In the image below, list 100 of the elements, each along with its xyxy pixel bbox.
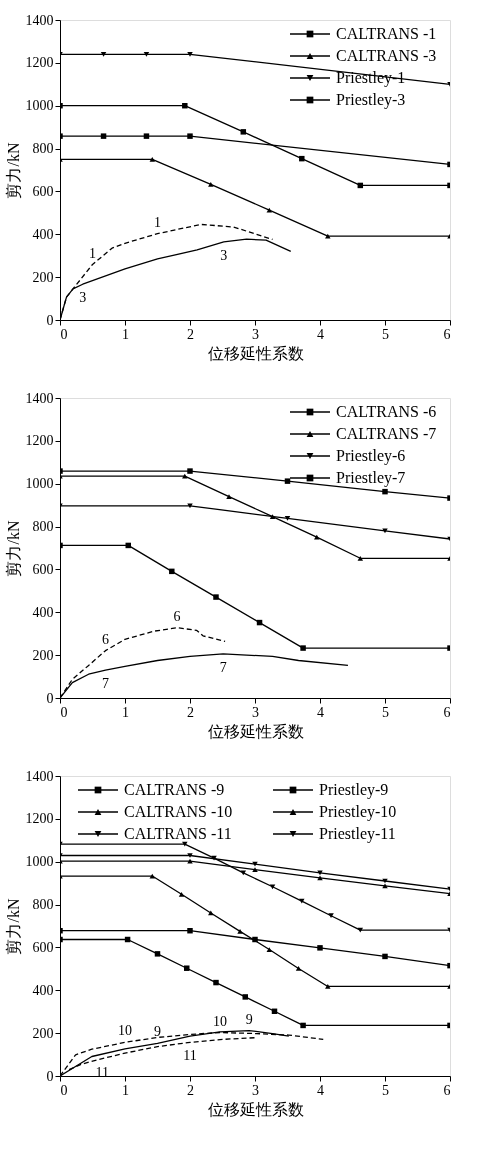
line-series — [60, 156, 450, 239]
series-label: 7 — [102, 676, 109, 692]
legend-label: Priestley-10 — [319, 803, 397, 821]
legend-label: Priestley-3 — [336, 91, 406, 109]
point — [317, 875, 323, 881]
point — [252, 861, 258, 867]
x-tick-label: 4 — [317, 704, 324, 720]
point — [182, 841, 188, 847]
point — [154, 951, 161, 957]
point — [284, 516, 291, 521]
series-label: 9 — [154, 1024, 161, 1040]
point — [143, 133, 150, 139]
y-tick-label: 1400 — [25, 768, 54, 784]
point — [269, 884, 276, 890]
x-tick-label: 3 — [252, 1082, 259, 1098]
point — [237, 928, 243, 934]
y-tick-label: 600 — [32, 183, 54, 199]
y-tick-label: 200 — [32, 1025, 54, 1041]
point — [187, 503, 193, 509]
x-axis-title: 位移延性系数 — [207, 722, 304, 740]
point — [357, 555, 364, 561]
point — [295, 966, 302, 971]
x-tick-label: 0 — [60, 704, 68, 720]
line-series — [60, 473, 450, 561]
point — [182, 102, 188, 109]
y-tick-label: 1200 — [25, 811, 54, 827]
x-tick-label: 0 — [60, 1082, 68, 1098]
legend-label: Priestley-9 — [319, 781, 389, 799]
point — [100, 51, 107, 57]
series-label: 6 — [102, 631, 109, 647]
point — [226, 494, 232, 499]
point — [187, 927, 193, 934]
point — [299, 898, 305, 904]
point — [266, 947, 273, 952]
point — [184, 965, 190, 971]
text: 6 — [173, 608, 181, 624]
legend-label: CALTRANS -9 — [124, 781, 225, 798]
x-tick-label: 1 — [122, 1082, 129, 1098]
point — [284, 478, 291, 484]
series-label: 10 — [118, 1023, 132, 1039]
series-label: 1 — [89, 245, 96, 261]
point — [382, 488, 388, 495]
text: 7 — [219, 659, 227, 675]
point — [325, 984, 331, 989]
x-tick-label: 6 — [443, 1082, 451, 1098]
text: 1 — [154, 214, 161, 230]
x-tick-label: 6 — [443, 326, 451, 342]
y-tick-label: 1000 — [25, 476, 54, 492]
y-axis-title: 剪力/kN — [4, 142, 22, 199]
point — [187, 133, 193, 139]
legend-label: CALTRANS -1 — [336, 25, 437, 42]
y-tick-label: 200 — [32, 647, 54, 663]
x-tick-label: 0 — [60, 326, 68, 342]
legend-label: CALTRANS -3 — [336, 47, 437, 64]
x-tick-label: 3 — [252, 704, 259, 720]
y-tick-label: 800 — [32, 897, 54, 913]
y-tick-label: 400 — [32, 226, 54, 242]
x-tick-label: 5 — [382, 1082, 389, 1098]
text: 11 — [183, 1048, 197, 1064]
y-tick-label: 1400 — [25, 390, 54, 406]
series-label: 3 — [79, 290, 87, 306]
point — [328, 913, 334, 919]
point — [100, 133, 107, 139]
point — [169, 568, 175, 575]
legend-label: CALTRANS -11 — [124, 825, 232, 842]
line-series — [60, 542, 450, 651]
point — [213, 594, 219, 600]
point — [178, 891, 185, 897]
x-tick-label: 4 — [317, 326, 324, 342]
x-tick-label: 1 — [122, 326, 129, 342]
x-tick-label: 2 — [187, 326, 194, 342]
y-tick-label: 1400 — [25, 12, 54, 28]
x-tick-label: 2 — [187, 1082, 194, 1098]
y-tick-label: 1000 — [25, 98, 54, 114]
y-axis-title: 剪力/kN — [4, 520, 22, 577]
text: 9 — [245, 1011, 253, 1027]
point — [382, 883, 388, 889]
point — [252, 867, 258, 873]
point — [317, 870, 323, 876]
line-series — [60, 468, 450, 501]
point — [213, 979, 219, 986]
x-tick-label: 5 — [382, 704, 389, 720]
point — [187, 853, 193, 858]
point — [299, 155, 305, 162]
y-tick-label: 0 — [46, 1068, 54, 1084]
y-tick-label: 800 — [32, 141, 54, 157]
line-series — [60, 873, 450, 989]
y-axis-title: 剪力/kN — [4, 898, 22, 955]
point — [149, 156, 156, 162]
x-tick-label: 3 — [252, 326, 259, 342]
x-axis-title: 位移延性系数 — [207, 344, 304, 362]
x-tick-label: 5 — [382, 326, 389, 342]
point — [182, 473, 188, 479]
point — [317, 945, 323, 951]
point — [187, 51, 193, 57]
legend-label: Priestley-6 — [336, 447, 406, 465]
point — [187, 468, 193, 474]
legend-label: CALTRANS -6 — [336, 403, 437, 420]
point — [382, 528, 388, 534]
y-tick-label: 600 — [32, 561, 54, 577]
